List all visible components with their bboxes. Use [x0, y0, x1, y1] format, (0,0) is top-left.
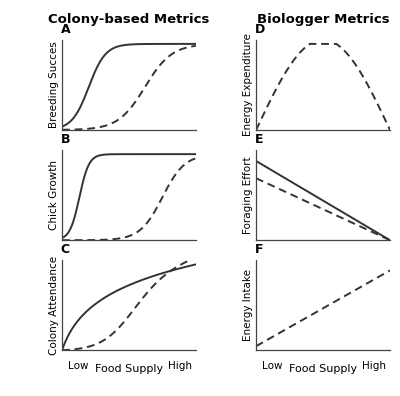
Text: D: D	[255, 23, 265, 36]
Text: Low: Low	[68, 361, 88, 371]
Y-axis label: Foraging Effort: Foraging Effort	[243, 156, 253, 234]
X-axis label: Food Supply: Food Supply	[95, 364, 163, 374]
Text: E: E	[255, 133, 263, 146]
Text: Low: Low	[262, 361, 282, 371]
Y-axis label: Energy Intake: Energy Intake	[243, 269, 253, 341]
Text: Colony-based Metrics: Colony-based Metrics	[48, 13, 210, 26]
Text: Biologger Metrics: Biologger Metrics	[257, 13, 389, 26]
Text: High: High	[362, 361, 386, 371]
Y-axis label: Chick Growth: Chick Growth	[49, 160, 59, 230]
Text: A: A	[61, 23, 70, 36]
Text: High: High	[168, 361, 192, 371]
Y-axis label: Breeding Succes: Breeding Succes	[49, 42, 59, 128]
Text: C: C	[61, 244, 70, 257]
Text: F: F	[255, 244, 263, 257]
X-axis label: Food Supply: Food Supply	[289, 364, 357, 374]
Y-axis label: Energy Expenditure: Energy Expenditure	[243, 33, 253, 136]
Y-axis label: Colony Attendance: Colony Attendance	[49, 256, 59, 355]
Text: B: B	[61, 133, 70, 146]
